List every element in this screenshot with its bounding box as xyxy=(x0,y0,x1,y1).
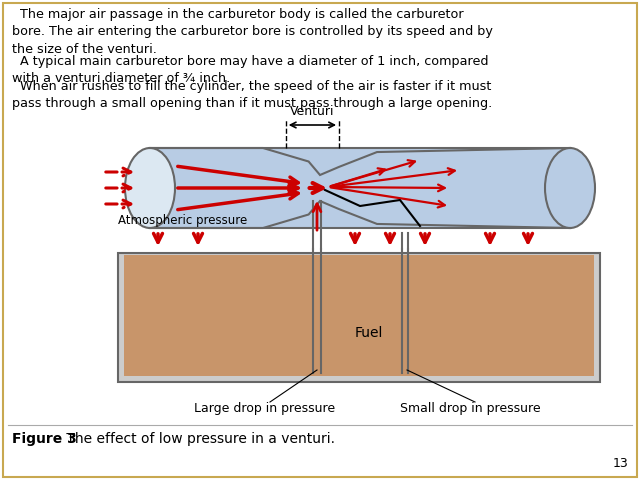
Bar xyxy=(124,255,594,376)
Text: Small drop in pressure: Small drop in pressure xyxy=(400,402,540,415)
Text: The effect of low pressure in a venturi.: The effect of low pressure in a venturi. xyxy=(62,432,335,446)
Text: Figure 3: Figure 3 xyxy=(12,432,77,446)
Text: A typical main carburetor bore may have a diameter of 1 inch, compared
with a ve: A typical main carburetor bore may have … xyxy=(12,55,488,85)
Text: 13: 13 xyxy=(612,457,628,470)
Bar xyxy=(118,253,600,382)
Text: Atmospheric pressure: Atmospheric pressure xyxy=(118,214,247,227)
Bar xyxy=(150,148,570,228)
Text: Large drop in pressure: Large drop in pressure xyxy=(195,402,335,415)
Text: Fuel: Fuel xyxy=(355,326,383,340)
Text: The major air passage in the carburetor body is called the carburetor
bore. The : The major air passage in the carburetor … xyxy=(12,8,493,56)
Ellipse shape xyxy=(125,148,175,228)
Text: When air rushes to fill the cylinder, the speed of the air is faster if it must
: When air rushes to fill the cylinder, th… xyxy=(12,80,492,110)
Ellipse shape xyxy=(545,148,595,228)
Text: Venturi: Venturi xyxy=(290,105,335,118)
Polygon shape xyxy=(150,148,570,228)
